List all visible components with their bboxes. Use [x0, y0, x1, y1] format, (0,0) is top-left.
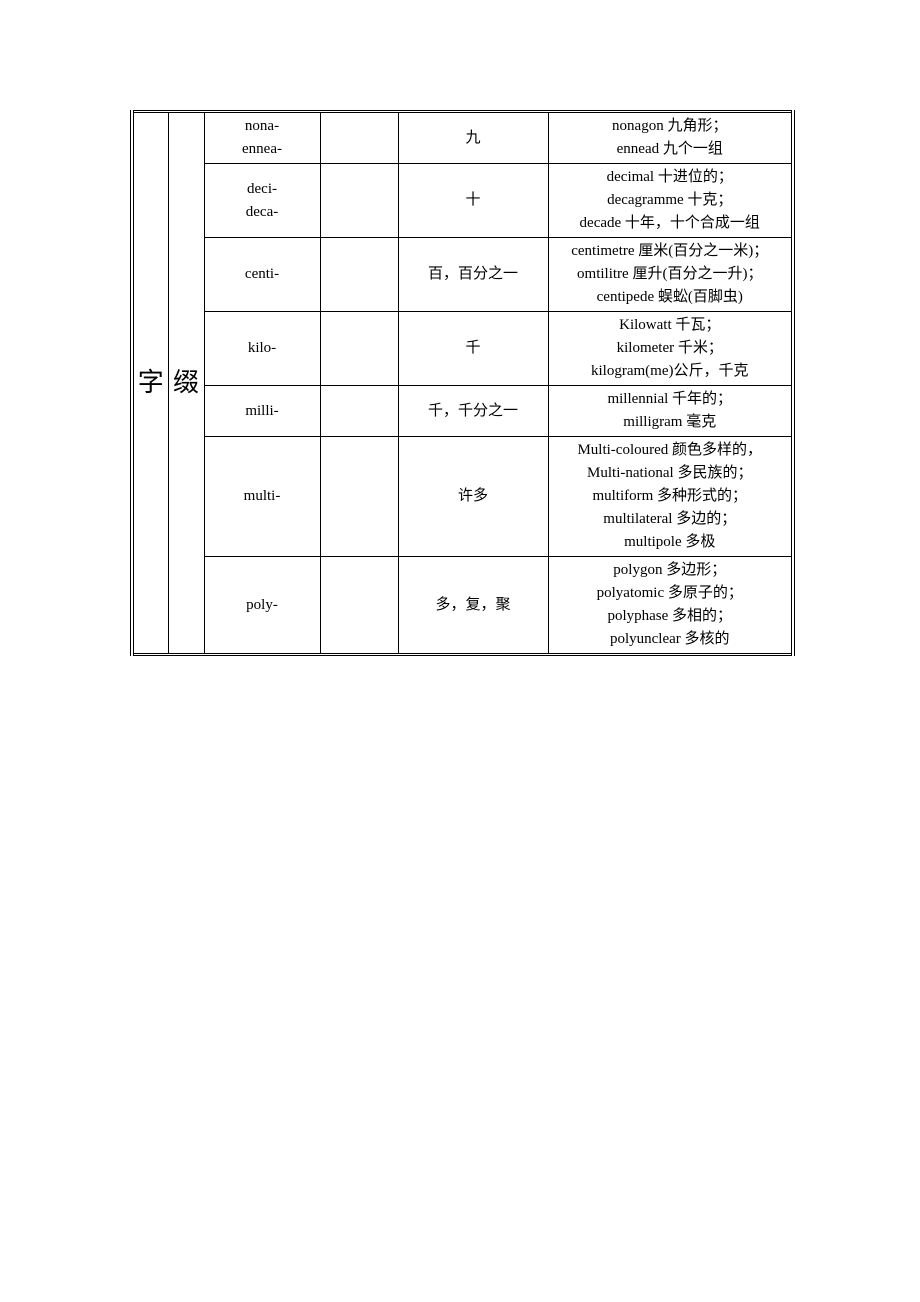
- example-text: ennead 九个一组: [551, 138, 790, 161]
- prefix-text: ennea-: [207, 138, 318, 161]
- example-text: decade 十年，十个合成一组: [551, 212, 790, 235]
- table-row: milli- 千，千分之一 millennial 千年的； milligram …: [132, 386, 793, 437]
- table-row: 字 缀 nona- ennea- 九 nonagon 九角形； ennead 九…: [132, 112, 793, 164]
- table-row: deci- deca- 十 decimal 十进位的； decagramme 十…: [132, 164, 793, 238]
- prefix-cell: poly-: [204, 557, 320, 655]
- prefix-text: milli-: [207, 400, 318, 423]
- table-row: poly- 多，复，聚 polygon 多边形； polyatomic 多原子的…: [132, 557, 793, 655]
- blank-cell: [320, 386, 398, 437]
- prefix-table: 字 缀 nona- ennea- 九 nonagon 九角形； ennead 九…: [130, 110, 795, 656]
- meaning-cell: 许多: [398, 437, 548, 557]
- example-text: millennial 千年的；: [551, 388, 790, 411]
- example-text: kilometer 千米；: [551, 337, 790, 360]
- table-row: centi- 百，百分之一 centimetre 厘米(百分之一米)； omti…: [132, 238, 793, 312]
- example-text: Multi-coloured 颜色多样的，: [551, 439, 790, 462]
- prefix-cell: nona- ennea-: [204, 112, 320, 164]
- table-row: kilo- 千 Kilowatt 千瓦； kilometer 千米； kilog…: [132, 312, 793, 386]
- meaning-cell: 千: [398, 312, 548, 386]
- example-text: polygon 多边形；: [551, 559, 790, 582]
- example-text: multipole 多极: [551, 531, 790, 554]
- prefix-text: kilo-: [207, 337, 318, 360]
- blank-cell: [320, 437, 398, 557]
- example-cell: millennial 千年的； milligram 毫克: [548, 386, 793, 437]
- example-cell: Multi-coloured 颜色多样的， Multi-national 多民族…: [548, 437, 793, 557]
- blank-cell: [320, 312, 398, 386]
- example-text: multilateral 多边的；: [551, 508, 790, 531]
- blank-cell: [320, 557, 398, 655]
- example-text: centipede 蜈蚣(百脚虫): [551, 286, 790, 309]
- example-cell: decimal 十进位的； decagramme 十克； decade 十年，十…: [548, 164, 793, 238]
- prefix-cell: kilo-: [204, 312, 320, 386]
- example-text: centimetre 厘米(百分之一米)；: [551, 240, 790, 263]
- prefix-text: poly-: [207, 594, 318, 617]
- prefix-cell: multi-: [204, 437, 320, 557]
- example-text: Multi-national 多民族的；: [551, 462, 790, 485]
- example-text: kilogram(me)公斤，千克: [551, 360, 790, 383]
- prefix-cell: milli-: [204, 386, 320, 437]
- example-text: Kilowatt 千瓦；: [551, 314, 790, 337]
- meaning-cell: 十: [398, 164, 548, 238]
- example-text: nonagon 九角形；: [551, 115, 790, 138]
- prefix-text: multi-: [207, 485, 318, 508]
- meaning-cell: 九: [398, 112, 548, 164]
- blank-cell: [320, 112, 398, 164]
- prefix-text: deci-: [207, 178, 318, 201]
- meaning-cell: 千，千分之一: [398, 386, 548, 437]
- table-row: multi- 许多 Multi-coloured 颜色多样的， Multi-na…: [132, 437, 793, 557]
- example-cell: polygon 多边形； polyatomic 多原子的； polyphase …: [548, 557, 793, 655]
- header-col-2: 缀: [168, 112, 204, 655]
- example-cell: Kilowatt 千瓦； kilometer 千米； kilogram(me)公…: [548, 312, 793, 386]
- example-cell: nonagon 九角形； ennead 九个一组: [548, 112, 793, 164]
- header-col-1: 字: [132, 112, 168, 655]
- example-text: decimal 十进位的；: [551, 166, 790, 189]
- example-text: milligram 毫克: [551, 411, 790, 434]
- meaning-cell: 多，复，聚: [398, 557, 548, 655]
- prefix-text: centi-: [207, 263, 318, 286]
- prefix-cell: centi-: [204, 238, 320, 312]
- meaning-cell: 百，百分之一: [398, 238, 548, 312]
- prefix-text: deca-: [207, 201, 318, 224]
- example-cell: centimetre 厘米(百分之一米)； omtilitre 厘升(百分之一升…: [548, 238, 793, 312]
- table-body: 字 缀 nona- ennea- 九 nonagon 九角形； ennead 九…: [132, 112, 793, 655]
- blank-cell: [320, 164, 398, 238]
- example-text: omtilitre 厘升(百分之一升)；: [551, 263, 790, 286]
- prefix-cell: deci- deca-: [204, 164, 320, 238]
- example-text: decagramme 十克；: [551, 189, 790, 212]
- example-text: polyphase 多相的；: [551, 605, 790, 628]
- prefix-text: nona-: [207, 115, 318, 138]
- example-text: multiform 多种形式的；: [551, 485, 790, 508]
- example-text: polyunclear 多核的: [551, 628, 790, 651]
- example-text: polyatomic 多原子的；: [551, 582, 790, 605]
- blank-cell: [320, 238, 398, 312]
